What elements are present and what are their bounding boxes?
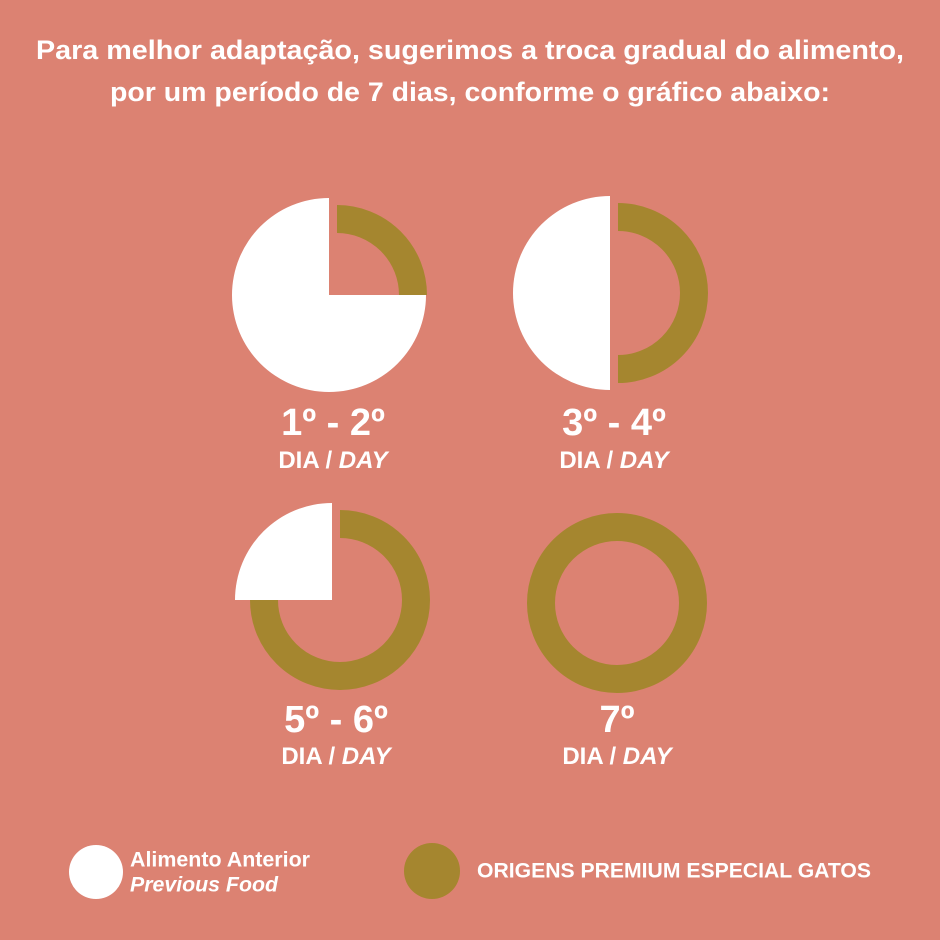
previous-food-sector [513, 196, 610, 390]
day-unit-pt: DIA / [281, 743, 335, 770]
legend-label: Previous Food [130, 874, 279, 897]
legend-label: Alimento Anterior [130, 849, 310, 872]
new-food-ring [617, 203, 708, 383]
day-unit-pt: DIA / [559, 447, 613, 474]
day-label: 1º - 2º [281, 402, 385, 444]
previous-food-sector [235, 503, 332, 600]
day-unit-pt: DIA / [278, 447, 332, 474]
day-unit: DIA / DAY [278, 447, 389, 474]
day-unit-pt: DIA / [562, 743, 616, 770]
previous-food-sector [232, 198, 426, 392]
day-unit: DIA / DAY [562, 743, 673, 770]
new-food-ring [250, 510, 430, 690]
day-unit: DIA / DAY [559, 447, 670, 474]
title-line: Para melhor adaptação, sugerimos a troca… [36, 35, 904, 65]
day-unit: DIA / DAY [281, 743, 392, 770]
day-unit-en: DAY [620, 447, 671, 474]
title-line: por um período de 7 dias, conforme o grá… [110, 77, 830, 107]
day-unit-en: DAY [623, 743, 674, 770]
new-food-ring [336, 205, 427, 296]
day-unit-en: DAY [339, 447, 390, 474]
day-label: 3º - 4º [562, 402, 666, 444]
day-label: 7º [599, 699, 634, 741]
day-unit-en: DAY [342, 743, 393, 770]
legend-swatch [69, 845, 123, 899]
day-label: 5º - 6º [284, 699, 388, 741]
legend-label: ORIGENS PREMIUM ESPECIAL GATOS [477, 860, 871, 883]
legend-swatch [404, 843, 460, 899]
new-food-ring [527, 513, 707, 693]
